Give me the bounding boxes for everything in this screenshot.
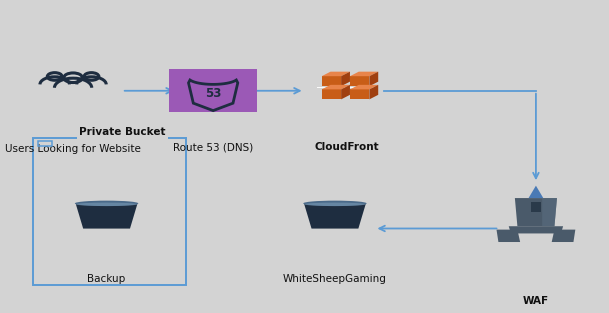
Text: Backup: Backup (88, 274, 125, 284)
Text: Private Bucket: Private Bucket (79, 127, 166, 137)
Polygon shape (76, 203, 138, 228)
Polygon shape (515, 198, 557, 226)
Text: WhiteSheepGaming: WhiteSheepGaming (283, 274, 387, 284)
Polygon shape (350, 76, 370, 86)
Polygon shape (370, 72, 378, 86)
Text: Users Looking for Website: Users Looking for Website (5, 144, 141, 154)
Polygon shape (350, 90, 370, 99)
Ellipse shape (76, 203, 137, 206)
FancyBboxPatch shape (169, 69, 257, 111)
Polygon shape (304, 203, 366, 228)
Polygon shape (341, 85, 350, 99)
Text: WAF: WAF (523, 296, 549, 306)
Polygon shape (529, 186, 543, 198)
Text: 53: 53 (205, 87, 221, 100)
Polygon shape (496, 230, 520, 242)
Polygon shape (350, 72, 378, 76)
Text: Route 53 (DNS): Route 53 (DNS) (173, 142, 253, 152)
Ellipse shape (304, 203, 365, 206)
Polygon shape (322, 90, 341, 99)
Polygon shape (531, 202, 541, 212)
Polygon shape (350, 85, 378, 90)
Polygon shape (542, 198, 557, 226)
Polygon shape (322, 76, 341, 86)
Polygon shape (552, 230, 576, 242)
Polygon shape (322, 72, 350, 76)
Ellipse shape (75, 201, 138, 206)
Polygon shape (322, 85, 350, 90)
Ellipse shape (303, 201, 367, 206)
Polygon shape (370, 85, 378, 99)
Text: CloudFront: CloudFront (315, 142, 379, 152)
Polygon shape (317, 87, 377, 88)
Polygon shape (509, 226, 563, 233)
Bar (38, 141, 52, 146)
Polygon shape (341, 72, 350, 86)
